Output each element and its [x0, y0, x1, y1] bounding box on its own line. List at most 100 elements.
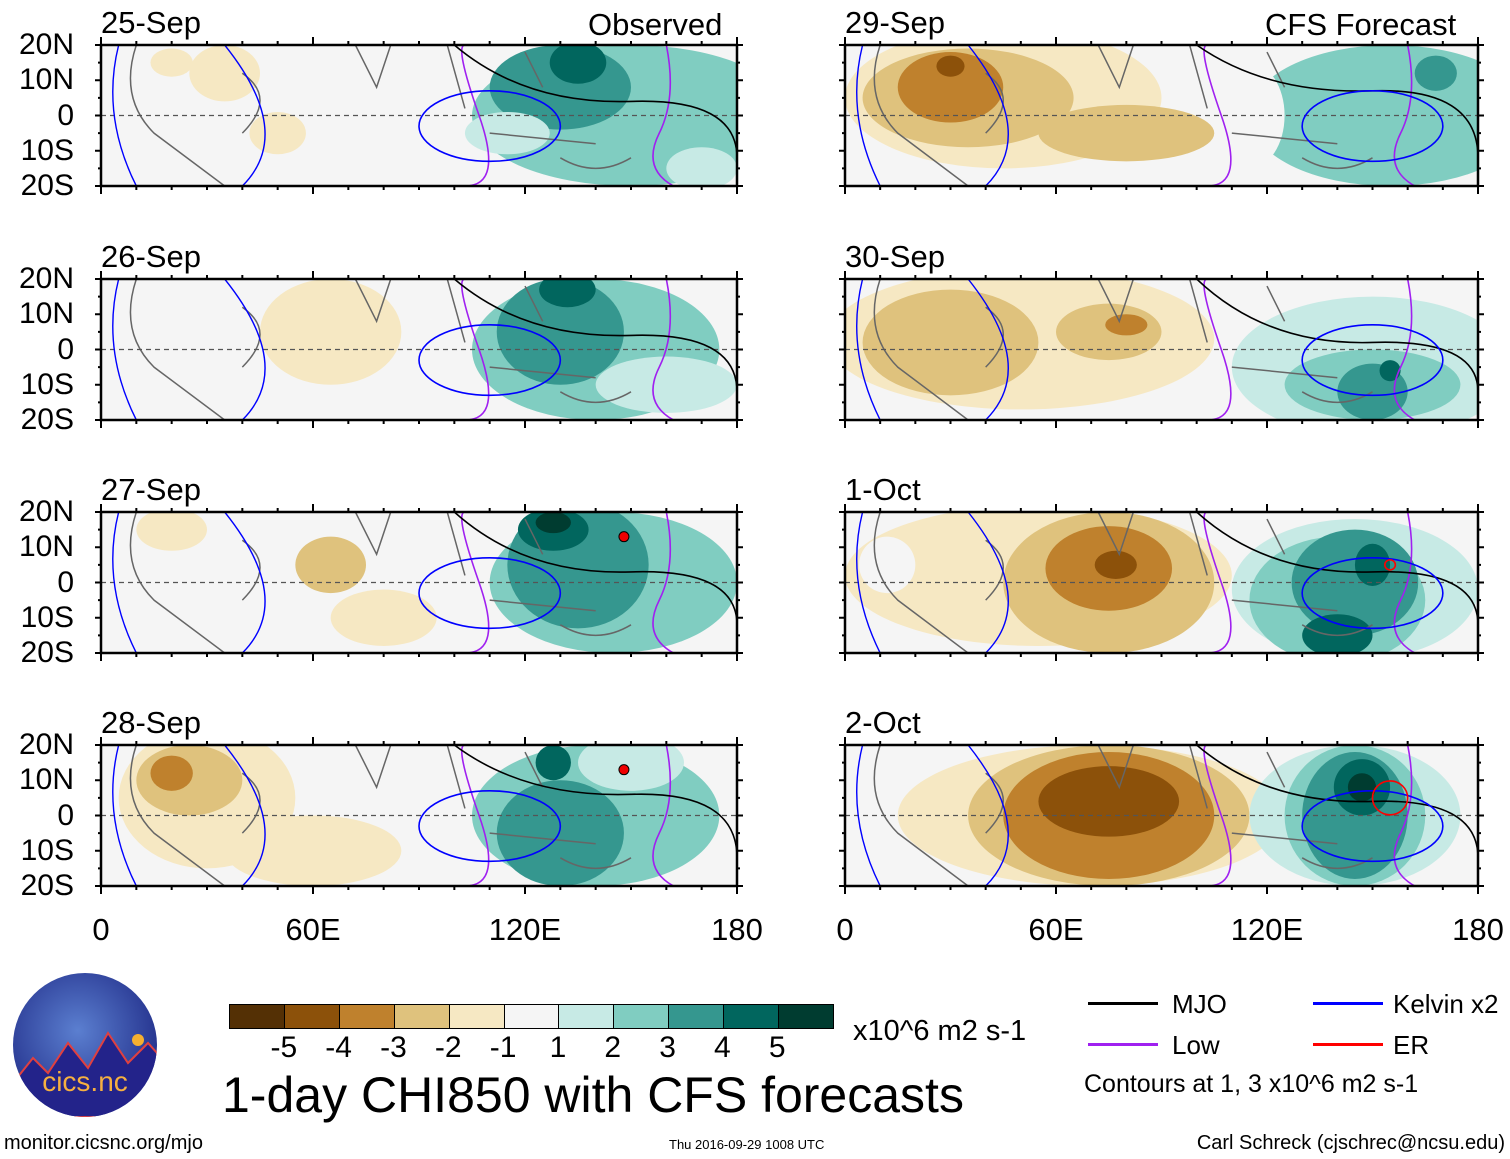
kelvin-contour [1301, 557, 1444, 630]
kelvin-contour [1301, 324, 1444, 397]
latitude-label: 10N [18, 297, 74, 331]
colorbar-label: -5 [270, 1031, 298, 1064]
field-layer [845, 45, 1478, 186]
shaded-anomaly [150, 755, 193, 791]
coastlines [873, 512, 1373, 653]
colorbar-label: 4 [714, 1031, 731, 1064]
panel-date: 1-Oct [845, 472, 921, 507]
latitude-label: 0 [57, 798, 74, 832]
kelvin-contour [418, 324, 562, 397]
map-panel-2-oct [839, 737, 1484, 894]
latitude-label: 10S [20, 367, 74, 401]
latitude-label: 20S [20, 169, 74, 202]
cicsnc-logo: cics.nc [13, 973, 157, 1117]
kelvin-contour [1301, 790, 1444, 863]
map-panel-26-sep [95, 271, 743, 428]
logo-text: cics.nc [42, 1066, 128, 1097]
colorbar-label: -4 [325, 1031, 352, 1064]
tropical-cyclone-icon [618, 531, 630, 543]
legend-mjo-line [1088, 1002, 1158, 1005]
latitude-label: 10S [20, 600, 74, 634]
kelvin-contour [418, 557, 562, 630]
latitude-label: 20N [18, 728, 74, 761]
shaded-anomaly [549, 45, 607, 84]
panel-date: 28-Sep [101, 705, 201, 740]
latitude-label: 0 [57, 332, 74, 366]
kelvin-contour [112, 45, 266, 186]
shaded-anomaly [1038, 104, 1215, 162]
shaded-anomaly [224, 815, 402, 886]
shaded-anomaly [1347, 773, 1377, 802]
shaded-anomaly [249, 111, 306, 155]
coastlines [873, 745, 1373, 886]
longitude-label: 180 [711, 912, 763, 947]
colorbar-swatch [394, 1005, 450, 1028]
panel-date: 27-Sep [101, 472, 201, 507]
latitude-label: 10N [18, 63, 74, 97]
colorbar-swatch [504, 1005, 560, 1028]
legend-low-line [1088, 1043, 1158, 1046]
latitude-label: 20N [18, 262, 74, 295]
footer-url[interactable]: monitor.cicsnc.org/mjo [4, 1132, 203, 1154]
legend-er-line [1313, 1043, 1383, 1046]
mjo-contour [1196, 279, 1478, 392]
map-panel-25-sep [95, 37, 743, 194]
shaded-anomaly [1354, 543, 1391, 587]
shaded-anomaly [464, 111, 550, 155]
shaded-anomaly [1414, 55, 1457, 91]
shaded-anomaly [862, 289, 1039, 396]
kelvin-contour [1301, 90, 1444, 163]
kelvin-contour [856, 279, 1009, 420]
legend-low-label: Low [1172, 1030, 1220, 1060]
low-contour [460, 745, 674, 886]
colorbar-label: -2 [434, 1031, 462, 1064]
shaded-anomaly [136, 512, 207, 551]
field-layer [101, 279, 737, 420]
field-layer [101, 45, 737, 186]
map-panel-27-sep [95, 504, 743, 661]
panel-date: 25-Sep [101, 5, 201, 40]
coastlines [129, 745, 632, 886]
latitude-label: 20S [20, 869, 74, 902]
shaded-anomaly [666, 147, 737, 186]
colorbar-label: -3 [380, 1031, 407, 1064]
colorbar-label: 3 [659, 1031, 676, 1064]
latitude-label: 20N [18, 495, 74, 528]
longitude-label: 0 [836, 912, 854, 947]
shaded-anomaly [150, 48, 193, 77]
er-contour [1384, 559, 1397, 571]
latitude-label: 20S [20, 403, 74, 436]
coastlines [129, 45, 632, 186]
colorbar-swatch [669, 1005, 725, 1028]
contour-note: Contours at 1, 3 x10^6 m2 s-1 [1084, 1070, 1419, 1098]
shaded-anomaly [295, 536, 366, 594]
map-panel-30-sep [839, 271, 1484, 428]
colorbar-swatch [339, 1005, 395, 1028]
shaded-anomaly [578, 745, 684, 791]
map-panel-28-sep [95, 737, 743, 894]
panel-date: 26-Sep [101, 239, 201, 274]
colorbar-label: 5 [768, 1031, 786, 1064]
colorbar [229, 1004, 834, 1029]
footer-author: Carl Schreck (cjschrec@ncsu.edu) [1196, 1132, 1505, 1154]
shaded-anomaly [1038, 766, 1180, 837]
colorbar-label: 1 [549, 1031, 567, 1064]
panel-date: 29-Sep [845, 5, 945, 40]
field-layer [845, 745, 1478, 886]
shaded-anomaly [1214, 62, 1285, 169]
shaded-anomaly [189, 45, 260, 102]
shaded-anomaly [595, 356, 737, 413]
mjo-contour [453, 279, 737, 392]
kelvin-contour [112, 279, 266, 420]
latitude-label: 10N [18, 763, 74, 797]
latitude-label: 10N [18, 530, 74, 564]
coastlines [129, 279, 632, 420]
kelvin-contour [112, 745, 266, 886]
panel-date: 2-Oct [845, 705, 921, 740]
mjo-contour [453, 745, 737, 858]
kelvin-contour [418, 90, 562, 163]
kelvin-contour [856, 745, 1009, 886]
longitude-label: 60E [1028, 912, 1084, 947]
low-contour [1203, 45, 1416, 186]
colorbar-swatch [230, 1005, 285, 1028]
